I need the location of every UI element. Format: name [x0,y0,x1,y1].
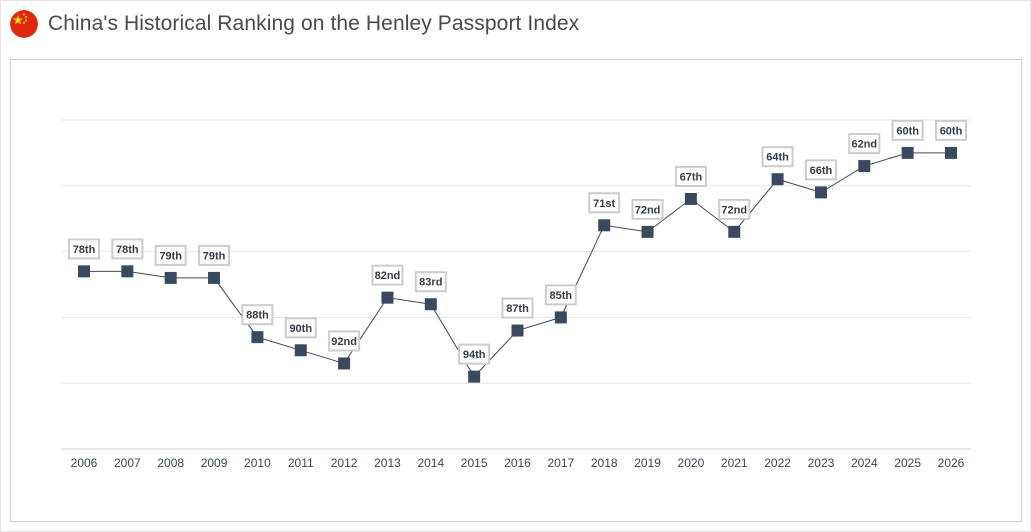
x-tick-label: 2022 [764,456,791,470]
x-tick-label: 2009 [201,456,228,470]
data-point-marker [164,271,177,284]
x-tick-label: 2012 [331,456,358,470]
x-tick-label: 2018 [591,456,618,470]
data-label-box [588,192,621,214]
data-label-box [891,119,924,141]
data-point-marker [381,291,394,304]
data-label-box [544,284,577,306]
data-label: 88th [246,310,269,322]
data-label-box [674,165,707,187]
x-tick-label: 2017 [547,456,574,470]
data-point-marker [641,225,654,238]
data-point-marker [208,271,221,284]
data-label: 79th [203,250,226,262]
data-label-box [804,159,837,181]
x-tick-label: 2013 [374,456,401,470]
data-label: 60th [940,125,963,137]
x-tick-label: 2026 [938,456,965,470]
data-label: 92nd [331,336,357,348]
data-label: 72nd [721,204,747,216]
data-label-box [718,198,751,220]
x-tick-label: 2023 [808,456,835,470]
ranking-chart: 78th 78th 79th 79th 88th 90th 92nd 82nd 83rd 94th… [62,119,971,470]
page-title: China's Historical Ranking on the Henley… [48,12,580,35]
x-tick-label: 2010 [244,456,271,470]
data-point-marker [728,225,741,238]
data-label: 67th [680,171,703,183]
data-label-box [501,297,534,319]
chart-container: 78th 78th 79th 79th 88th 90th 92nd 82nd 83rd 94th… [10,59,1022,522]
x-tick-label: 2025 [894,456,921,470]
data-label: 83rd [419,277,442,289]
data-point-marker [338,357,351,370]
data-label: 60th [896,125,919,137]
data-label-box [68,238,100,260]
data-point-marker [251,331,264,344]
data-label: 78th [116,244,139,256]
data-label: 90th [289,323,312,335]
data-label-box [371,264,404,286]
data-point-marker [598,219,611,232]
data-label: 62nd [851,139,877,151]
x-tick-label: 2021 [721,456,748,470]
data-point-marker [945,146,957,159]
data-point-marker [684,192,697,205]
data-label-box [761,146,794,168]
x-tick-label: 2024 [851,456,878,470]
data-label-box [241,304,274,326]
x-tick-label: 2006 [71,456,98,470]
data-label-box [848,133,881,155]
data-point-marker [554,311,567,324]
data-label: 87th [506,303,529,315]
x-tick-label: 2016 [504,456,531,470]
data-label: 85th [550,290,573,302]
data-point-marker [294,344,307,357]
data-label: 79th [159,250,182,262]
data-label-box [328,330,361,352]
data-label-box [414,271,447,293]
x-tick-label: 2014 [417,456,444,470]
x-tick-label: 2007 [114,456,141,470]
data-label: 82nd [375,270,401,282]
data-label: 72nd [635,204,661,216]
x-tick-label: 2008 [157,456,184,470]
data-label-box [284,317,317,339]
data-label-box [111,238,144,260]
china-flag-icon [10,10,38,38]
data-point-marker [511,324,524,337]
x-tick-label: 2011 [288,456,314,470]
data-label: 66th [810,165,833,177]
data-label: 78th [73,244,96,256]
x-tick-label: 2020 [678,456,705,470]
data-label-box [458,343,491,365]
data-point-marker [424,298,437,311]
data-label-box [198,244,231,266]
data-label: 94th [463,349,486,361]
data-point-marker [121,265,134,278]
data-point-marker [858,160,871,173]
data-label-box [154,244,187,266]
data-point-marker [468,370,481,383]
data-point-marker [901,146,914,159]
page-header: China's Historical Ranking on the Henley… [10,8,579,40]
x-tick-label: 2015 [461,456,488,470]
data-label-box [935,119,967,141]
data-point-marker [814,186,827,199]
data-label: 64th [766,152,789,164]
x-tick-label: 2019 [634,456,661,470]
data-point-marker [78,265,90,278]
data-point-marker [771,173,784,186]
data-label: 71st [593,198,615,210]
data-label-box [631,198,664,220]
